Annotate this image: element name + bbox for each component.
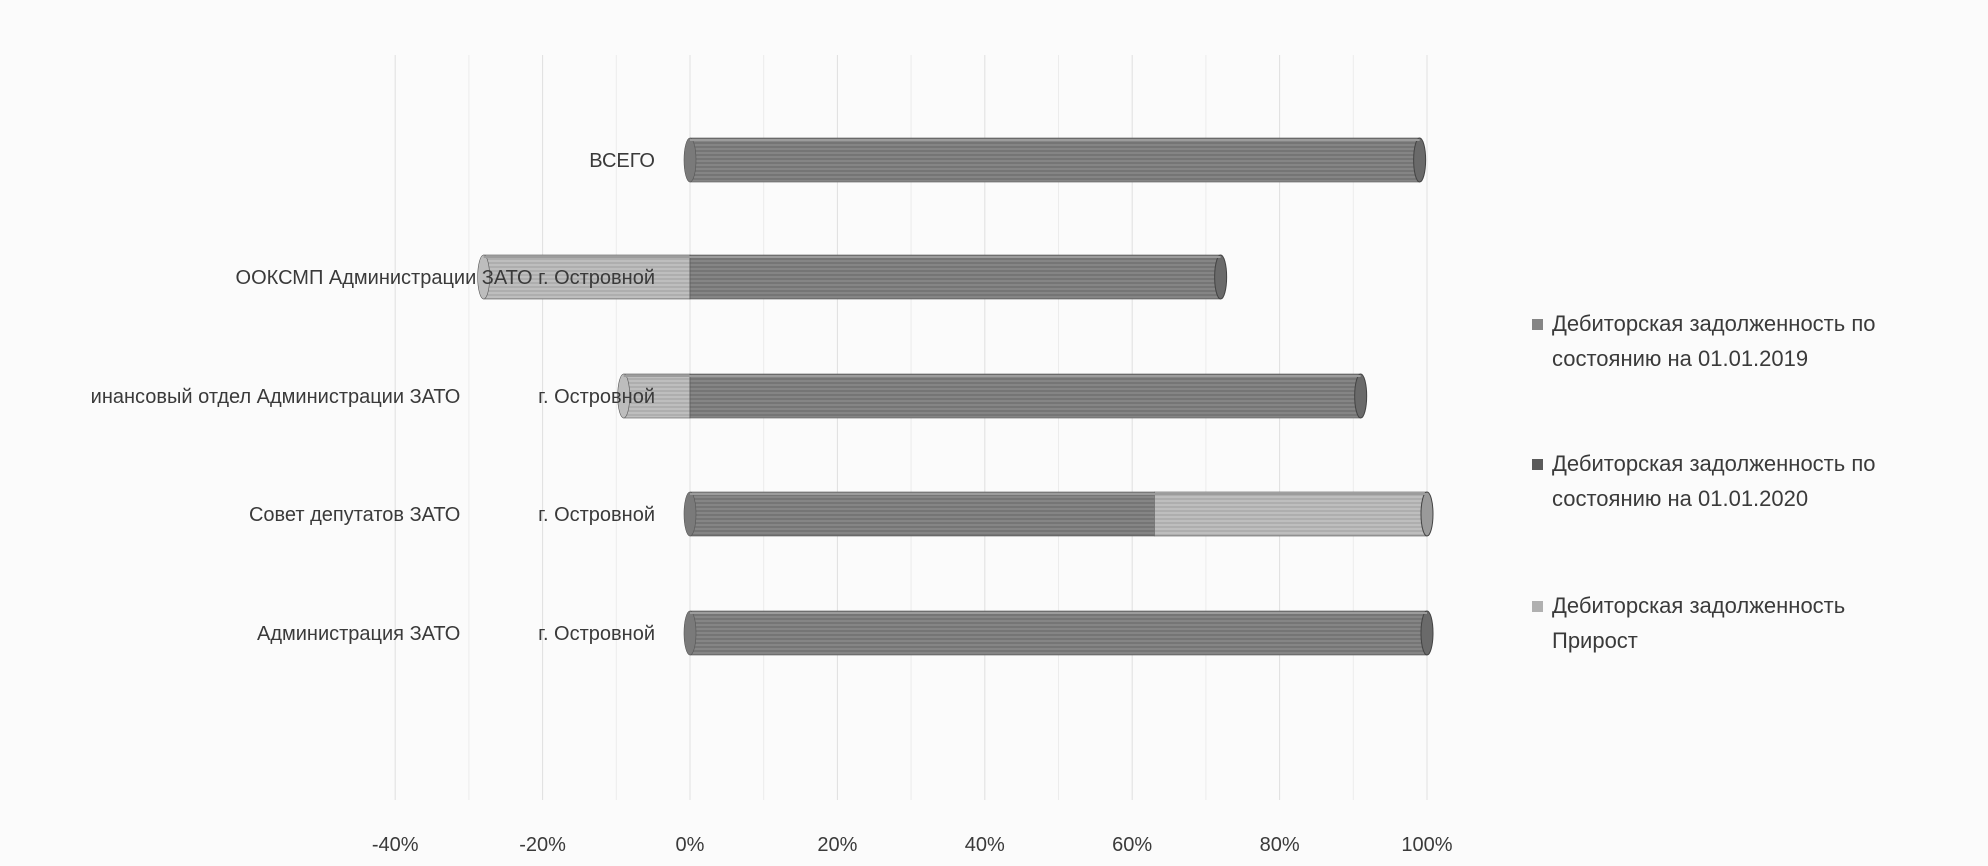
bar-2020 [690,255,1221,299]
bar-start-cap [684,611,696,655]
legend-swatch [1532,459,1543,470]
bar-end-cap [1355,374,1367,418]
bar-growth [1154,492,1427,536]
category-label: ООКСМП Администрации ЗАТО г. Островной [236,267,655,289]
x-tick-label: 60% [1112,834,1152,856]
legend-label: Дебиторская задолженность по [1552,311,1875,336]
bar-end-cap [1215,255,1227,299]
category-label: инансовый отдел Администрации ЗАТО г. Ос… [91,386,655,408]
bar-end-cap [1414,138,1426,182]
legend: Дебиторская задолженность по состоянию на… [1532,311,1875,653]
x-axis-ticks: -40% -20% 0% 20% 40% 60% 80% 100% [372,834,1453,856]
x-tick-label: -40% [372,834,419,856]
legend-label: Дебиторская задолженность [1552,593,1845,618]
bar-2020 [690,492,1154,536]
legend-swatch [1532,601,1543,612]
category-label: ВСЕГО [589,150,655,172]
legend-label: Дебиторская задолженность по [1552,451,1875,476]
x-tick-label: 40% [965,834,1005,856]
bar-end-cap [1421,611,1433,655]
bar-start-cap [684,138,696,182]
legend-label-line2: состоянию на 01.01.2019 [1552,346,1808,371]
category-label: Совет депутатов ЗАТО г. Островной [249,504,655,526]
x-tick-label: 80% [1260,834,1300,856]
legend-swatch [1532,319,1543,330]
x-tick-label: 0% [676,834,705,856]
bar-2020 [690,138,1420,182]
bar-start-cap [684,492,696,536]
legend-label-line2: состоянию на 01.01.2020 [1552,486,1808,511]
x-tick-label: 100% [1401,834,1452,856]
x-tick-label: 20% [817,834,857,856]
x-tick-label: -20% [519,834,566,856]
category-labels: Администрация ЗАТО г. Островной Совет деп… [91,150,655,645]
bar-2020 [690,611,1427,655]
bar-end-cap [1421,492,1433,536]
bar-2020 [690,374,1361,418]
legend-label-line2: Прирост [1552,628,1638,653]
category-label: Администрация ЗАТО г. Островной [257,623,655,645]
